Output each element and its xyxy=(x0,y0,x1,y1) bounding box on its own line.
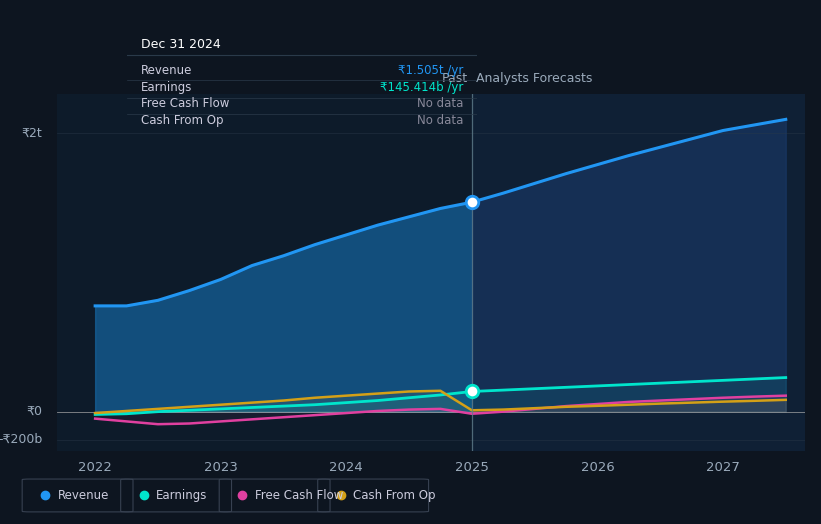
Text: Past: Past xyxy=(442,72,468,85)
Text: Earnings: Earnings xyxy=(156,489,208,502)
Text: Analysts Forecasts: Analysts Forecasts xyxy=(475,72,592,85)
Text: No data: No data xyxy=(416,114,463,127)
Text: -₹200b: -₹200b xyxy=(0,433,43,446)
Text: Cash From Op: Cash From Op xyxy=(353,489,435,502)
Text: ₹2t: ₹2t xyxy=(22,127,43,140)
Text: Revenue: Revenue xyxy=(57,489,109,502)
Text: Free Cash Flow: Free Cash Flow xyxy=(141,97,230,111)
Text: ₹145.414b /yr: ₹145.414b /yr xyxy=(379,81,463,94)
Text: Dec 31 2024: Dec 31 2024 xyxy=(141,38,221,51)
Text: Earnings: Earnings xyxy=(141,81,193,94)
Text: Revenue: Revenue xyxy=(141,63,193,77)
Text: ₹1.505t /yr: ₹1.505t /yr xyxy=(397,63,463,77)
Text: No data: No data xyxy=(416,97,463,111)
Text: Free Cash Flow: Free Cash Flow xyxy=(255,489,343,502)
Text: ₹0: ₹0 xyxy=(26,405,43,418)
Bar xyxy=(472,94,805,451)
Text: Cash From Op: Cash From Op xyxy=(141,114,224,127)
